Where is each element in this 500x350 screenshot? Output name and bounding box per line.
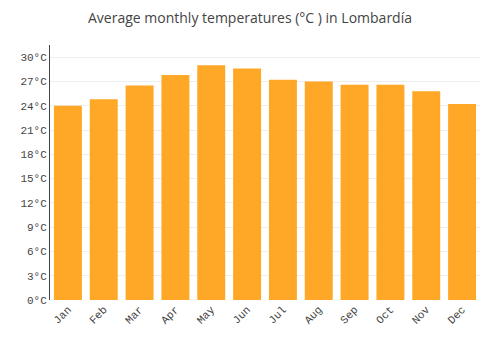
svg-text:Mar: Mar — [123, 304, 145, 326]
svg-text:Feb: Feb — [87, 304, 109, 326]
svg-text:15°C: 15°C — [20, 173, 47, 185]
svg-text:Average monthly temperatures (: Average monthly temperatures (°C ) in Lo… — [88, 8, 412, 27]
svg-text:Jul: Jul — [266, 304, 288, 326]
svg-text:18°C: 18°C — [20, 149, 47, 161]
svg-text:0°C: 0°C — [27, 295, 47, 307]
svg-text:Apr: Apr — [159, 304, 181, 326]
svg-text:Jun: Jun — [231, 304, 253, 326]
svg-text:May: May — [195, 304, 218, 327]
svg-text:Dec: Dec — [446, 304, 468, 326]
svg-text:6°C: 6°C — [27, 246, 47, 258]
svg-text:21°C: 21°C — [20, 125, 47, 137]
svg-text:Nov: Nov — [410, 304, 433, 327]
svg-text:Aug: Aug — [302, 304, 324, 326]
svg-text:27°C: 27°C — [20, 76, 47, 88]
svg-text:24°C: 24°C — [20, 101, 47, 113]
svg-text:12°C: 12°C — [20, 198, 47, 210]
svg-text:3°C: 3°C — [27, 271, 47, 283]
svg-text:30°C: 30°C — [20, 52, 47, 64]
svg-text:Sep: Sep — [338, 304, 360, 326]
svg-text:9°C: 9°C — [27, 222, 47, 234]
svg-text:Oct: Oct — [374, 304, 396, 326]
svg-text:Jan: Jan — [51, 304, 73, 326]
